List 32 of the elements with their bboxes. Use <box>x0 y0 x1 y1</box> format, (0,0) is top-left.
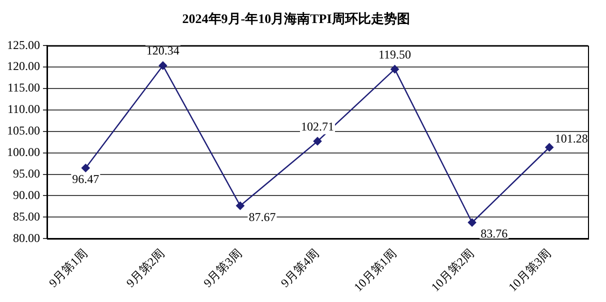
point <box>158 61 168 70</box>
y-tick-label: 90.00 <box>13 188 40 202</box>
data-label: 120.34 <box>146 44 180 58</box>
y-tick-label: 120.00 <box>7 59 40 74</box>
y-tick-label: 115.00 <box>7 80 40 95</box>
x-tick-label: 10月第1周 <box>351 246 400 294</box>
data-label: 101.28 <box>554 132 588 146</box>
x-tick-label: 9月第2周 <box>123 246 168 290</box>
x-tick-label: 10月第2周 <box>428 246 476 294</box>
chart-title: 2024年9月-年10月海南TPI周环比走势图 <box>182 11 410 26</box>
data-label: 87.67 <box>248 210 276 224</box>
x-tick-label: 9月第1周 <box>46 246 90 290</box>
y-tick-label: 95.00 <box>13 166 40 180</box>
y-tick-label: 100.00 <box>7 144 40 159</box>
point <box>236 202 244 210</box>
data-label: 83.76 <box>480 226 508 241</box>
y-tick-label: 110.00 <box>7 102 40 116</box>
y-tick-label: 105.00 <box>7 124 40 138</box>
y-tick-label: 80.00 <box>13 230 40 245</box>
data-label: 102.71 <box>301 119 334 134</box>
point <box>313 137 322 146</box>
point <box>468 218 476 227</box>
point <box>390 65 399 74</box>
data-label: 119.50 <box>378 47 412 62</box>
y-tick-label: 125.00 <box>7 38 40 52</box>
y-tick-label: 85.00 <box>13 209 40 224</box>
point <box>81 164 90 172</box>
point <box>545 143 554 152</box>
x-tick-label: 9月第3周 <box>200 246 245 290</box>
data-label: 96.47 <box>72 172 100 186</box>
x-tick-label: 9月第4周 <box>278 246 322 290</box>
x-tick-label: 10月第3周 <box>506 246 554 294</box>
